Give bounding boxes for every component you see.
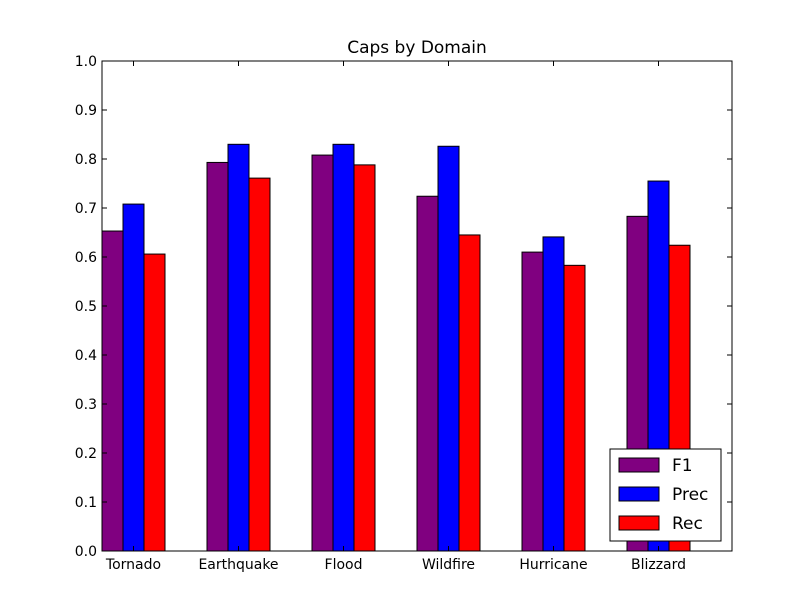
legend: F1 Prec Rec xyxy=(609,448,722,542)
bar-f1-earthquake xyxy=(206,161,229,552)
bar-rec-tornado xyxy=(143,253,166,552)
x-tick-label: Hurricane xyxy=(519,557,587,573)
bar-f1-flood xyxy=(311,154,334,552)
x-tick-label: Tornado xyxy=(105,557,161,573)
x-tick-label: Blizzard xyxy=(631,557,686,573)
legend-swatch-rec xyxy=(618,515,660,531)
legend-label-prec: Prec xyxy=(672,485,708,505)
y-tick-label: 0.2 xyxy=(75,446,97,462)
bar-prec-hurricane xyxy=(542,236,565,552)
legend-label-rec: Rec xyxy=(672,514,703,534)
bar-rec-hurricane xyxy=(563,264,586,552)
legend-label-f1: F1 xyxy=(672,456,693,476)
y-tick-label: 0.1 xyxy=(75,495,97,511)
y-tick-label: 0.5 xyxy=(75,299,97,315)
legend-swatch-prec xyxy=(618,486,660,502)
y-tick-label: 0.6 xyxy=(75,250,97,266)
y-tick-label: 0.0 xyxy=(75,544,97,560)
x-tick-label: Wildfire xyxy=(422,557,475,573)
bar-f1-tornado xyxy=(101,230,124,552)
y-tick-label: 0.8 xyxy=(75,152,97,168)
y-tick-label: 0.3 xyxy=(75,397,97,413)
bar-rec-flood xyxy=(353,164,376,552)
bar-rec-earthquake xyxy=(248,177,271,552)
bar-prec-tornado xyxy=(122,203,145,552)
bar-prec-earthquake xyxy=(227,143,250,552)
bar-f1-hurricane xyxy=(521,251,544,552)
y-tick-label: 0.4 xyxy=(75,348,97,364)
bar-rec-wildfire xyxy=(458,234,481,552)
legend-swatch-f1 xyxy=(618,457,660,473)
y-tick-label: 0.9 xyxy=(75,103,97,119)
y-tick-label: 1.0 xyxy=(75,54,97,70)
bar-f1-wildfire xyxy=(416,195,439,552)
bar-prec-flood xyxy=(332,143,355,552)
chart-title: Caps by Domain xyxy=(347,38,487,58)
x-tick-label: Flood xyxy=(325,557,363,573)
x-tick-label: Earthquake xyxy=(198,557,278,573)
ticks-group: 0.0 0.1 0.2 0.3 0.4 0.5 0.6 0.7 0.8 0.9 1.0 Tornado… xyxy=(75,54,732,573)
bar-prec-wildfire xyxy=(437,145,460,552)
y-tick-label: 0.7 xyxy=(75,201,97,217)
bars-group xyxy=(101,143,691,552)
